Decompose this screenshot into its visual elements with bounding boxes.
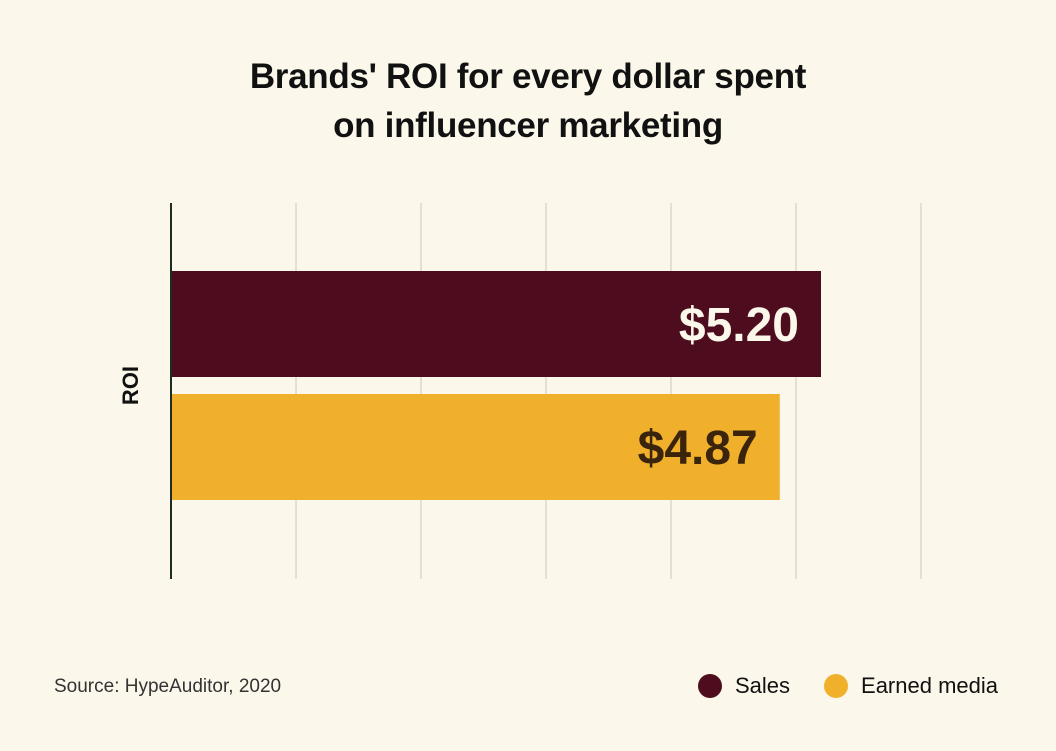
bars: $5.20 $4.87 [171,271,821,500]
bar-earned-media [171,394,780,500]
bar-sales [171,271,821,377]
chart-title-line-2: on influencer marketing [333,106,723,145]
legend-item-sales: Sales [697,673,791,699]
y-axis-label: ROI [118,366,143,405]
legend-swatch-earned-media [824,674,849,698]
legend: Sales Earned media [664,673,998,699]
chart-title-line-1: Brands' ROI for every dollar spent [249,57,807,96]
chart-title: Brands' ROI for every dollar spent on in… [0,52,1056,150]
legend-item-earned-media: Earned media [824,673,998,699]
legend-label-earned-media: Earned media [861,673,998,698]
bar-label-earned-media: $4.87 [638,422,758,475]
legend-swatch-sales [697,674,722,698]
gridlines [295,203,922,579]
legend-label-sales: Sales [734,673,791,698]
source-note: Source: HypeAuditor, 2020 [54,676,282,697]
bar-label-sales: $5.20 [679,299,799,352]
